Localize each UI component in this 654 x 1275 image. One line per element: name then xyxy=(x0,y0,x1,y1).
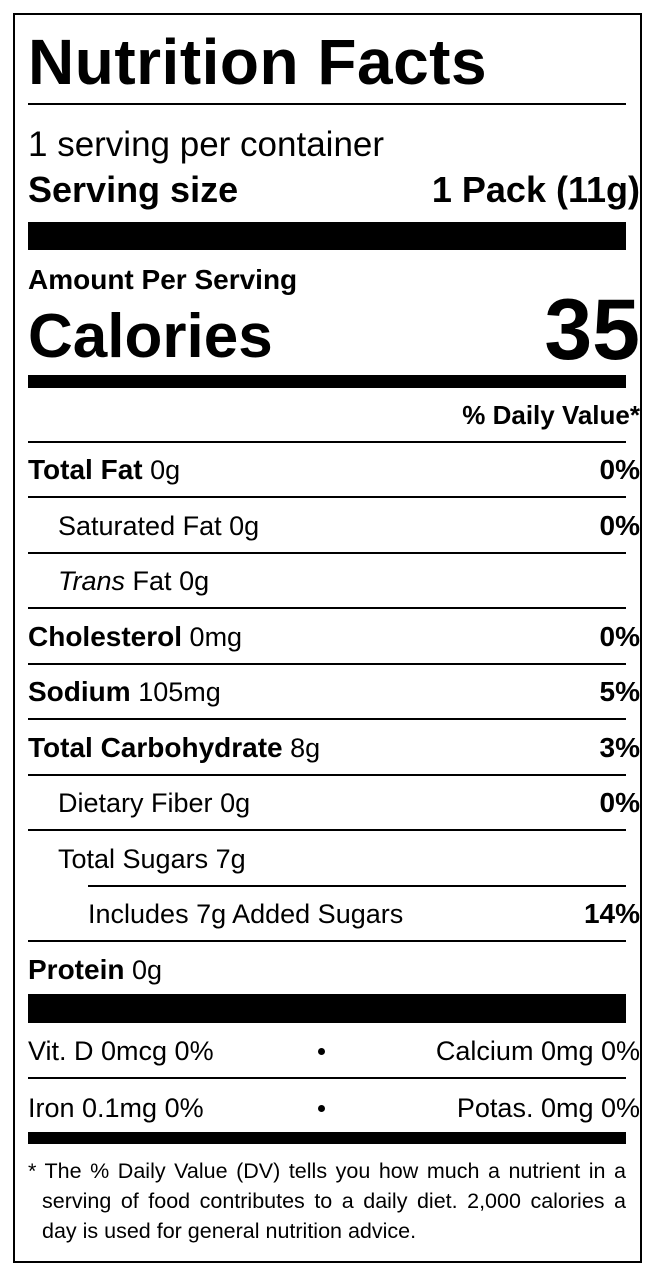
daily-value: 0% xyxy=(599,620,640,652)
serving-size-value: 1 Pack (11g) xyxy=(431,169,640,210)
daily-value: 0% xyxy=(599,454,640,485)
nutrient-amount: 0mg xyxy=(189,621,243,652)
nutrient-name: Dietary Fiber xyxy=(58,788,213,818)
nutrient-row: Dietary Fiber 0g xyxy=(58,783,250,823)
nutrient-row: Total Fat 0g xyxy=(28,450,180,490)
nutrient-name: Cholesterol xyxy=(28,620,183,652)
row-rule xyxy=(28,773,626,776)
thick-bar xyxy=(28,993,626,1023)
nutrient-row: Trans Fat 0g xyxy=(58,561,209,601)
nutrient-row: Total Carbohydrate 8g xyxy=(28,728,320,768)
micronutrient: Calcium 0mg 0% xyxy=(435,1035,640,1066)
nutrient-name: Sodium xyxy=(28,676,131,707)
bullet xyxy=(318,1104,325,1112)
row-rule xyxy=(28,940,626,942)
nutrient-row: Total Sugars 7g xyxy=(58,839,246,879)
daily-value: 0% xyxy=(599,787,640,818)
row-rule xyxy=(28,441,626,443)
row-rule xyxy=(88,884,626,887)
nutrient-prefix: Trans xyxy=(58,566,126,596)
daily-value: 3% xyxy=(599,731,640,763)
footnote: * The % Daily Value (DV) tells you how m… xyxy=(28,1158,626,1243)
thick-bar xyxy=(28,222,626,250)
title-rule xyxy=(28,103,626,105)
daily-value-header: % Daily Value* xyxy=(462,400,640,430)
serving-size-label: Serving size xyxy=(28,169,239,210)
nutrient-row: Cholesterol 0mg xyxy=(28,617,242,657)
nutrient-amount: 0g xyxy=(150,455,181,485)
nutrient-amount: 8g xyxy=(290,732,321,763)
micronutrient: Iron 0.1mg 0% xyxy=(28,1092,204,1123)
amount-per-serving: Amount Per Serving xyxy=(28,264,298,295)
calories-value: 35 xyxy=(544,282,640,378)
nutrient-name: Protein xyxy=(28,953,125,985)
micronutrient: Vit. D 0mcg 0% xyxy=(28,1035,214,1066)
nutrient-row: Saturated Fat 0g xyxy=(58,506,259,546)
bullet xyxy=(318,1047,325,1055)
row-rule xyxy=(28,1076,626,1079)
daily-value: 0% xyxy=(599,509,640,541)
row-rule xyxy=(28,662,626,665)
row-rule xyxy=(28,551,626,554)
nutrient-name: Includes 7g Added Sugars xyxy=(88,899,404,929)
medium-bar xyxy=(28,375,626,388)
nutrient-name: Total Fat xyxy=(28,454,143,485)
row-rule xyxy=(28,496,626,498)
nutrition-label: Nutrition Facts 1 serving per container Se… xyxy=(13,13,642,1263)
nutrient-name: Total Sugars xyxy=(58,843,209,874)
nutrient-amount: 105mg xyxy=(138,677,221,707)
nutrient-row: Includes 7g Added Sugars xyxy=(88,894,403,934)
nutrient-row: Sodium 105mg xyxy=(28,672,221,712)
servings: 1 serving per container xyxy=(28,125,385,164)
nutrient-name: Total Carbohydrate xyxy=(28,731,283,763)
nutrient-amount: 7g xyxy=(215,843,246,874)
daily-value: 5% xyxy=(599,676,640,707)
micronutrient: Potas. 0mg 0% xyxy=(456,1092,640,1123)
nutrient-name: Fat xyxy=(132,566,172,596)
medium-bar xyxy=(28,1131,626,1144)
row-rule xyxy=(28,829,626,831)
calories-label: Calories xyxy=(28,302,273,371)
nutrient-amount: 0g xyxy=(179,566,210,596)
nutrient-name: Saturated Fat xyxy=(58,510,222,541)
nutrient-amount: 0g xyxy=(220,788,251,818)
row-rule xyxy=(28,607,626,609)
nutrient-amount: 0g xyxy=(131,954,163,985)
title: Nutrition Facts xyxy=(28,26,488,98)
daily-value: 14% xyxy=(583,898,640,929)
row-rule xyxy=(28,718,626,720)
nutrient-row: Protein 0g xyxy=(28,950,162,990)
nutrient-amount: 0g xyxy=(229,510,260,541)
